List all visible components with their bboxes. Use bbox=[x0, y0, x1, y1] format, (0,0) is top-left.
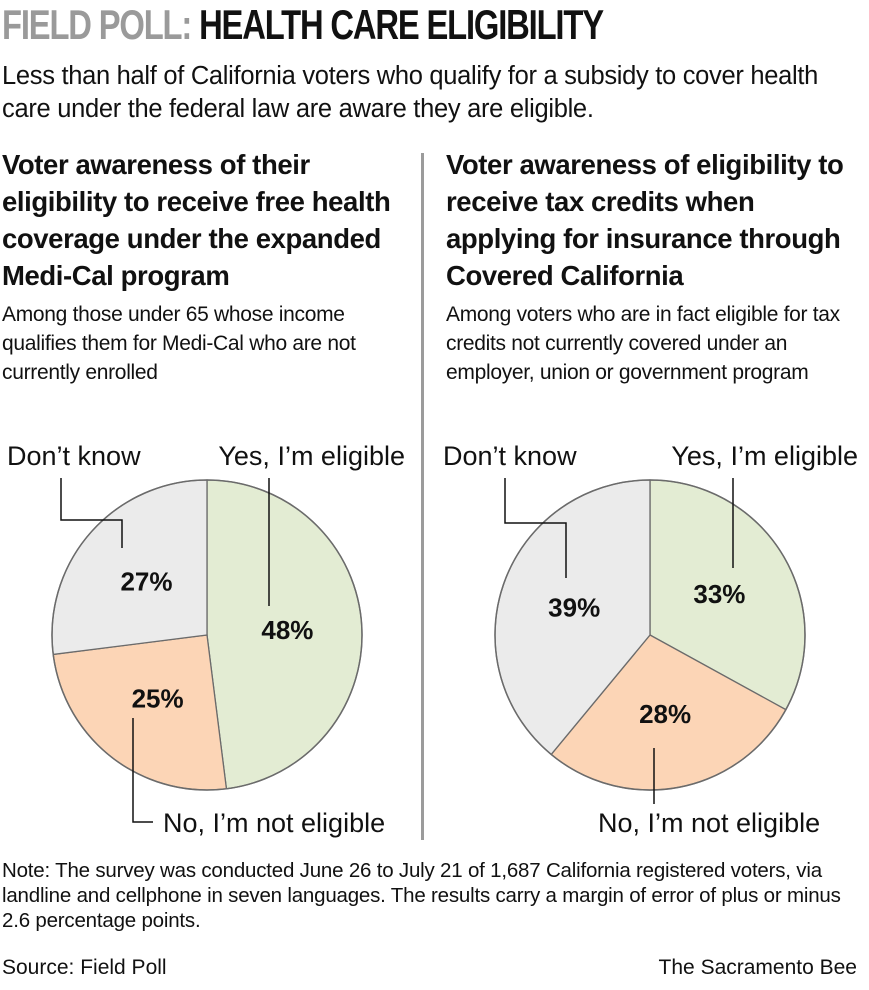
footnote: Note: The survey was conducted June 26 t… bbox=[2, 859, 841, 932]
leader-line-dont-know bbox=[504, 478, 567, 578]
covered-california-panel: Voter awareness of eligibility to receiv… bbox=[446, 146, 866, 387]
slice-label-no: 25% bbox=[132, 684, 184, 714]
category-label-dont-know: Don’t know bbox=[443, 441, 577, 471]
publisher-credit: The Sacramento Bee bbox=[658, 956, 857, 979]
pie-outline bbox=[51, 479, 363, 791]
pie-outline bbox=[494, 479, 806, 791]
slice-label-dont-know: 39% bbox=[548, 593, 600, 623]
slice-label-yes: 33% bbox=[693, 579, 745, 609]
title-kicker: FIELD POLL: bbox=[2, 1, 192, 48]
slice-label-no: 28% bbox=[639, 699, 691, 729]
category-label-no: No, I’m not eligible bbox=[598, 808, 820, 838]
page-title: FIELD POLL: HEALTH CARE ELIGIBILITY bbox=[2, 0, 604, 50]
title-headline: HEALTH CARE ELIGIBILITY bbox=[199, 1, 604, 48]
medi-cal-pie: 48% 25% 27% Yes, I’m eligible No, I’m no… bbox=[7, 441, 405, 838]
medi-cal-panel-note: Among those under 65 whose income qualif… bbox=[2, 303, 356, 384]
category-label-dont-know: Don’t know bbox=[7, 441, 141, 471]
slice-label-yes: 48% bbox=[261, 615, 313, 645]
leader-line-dont-know bbox=[60, 478, 123, 548]
covered-california-panel-title: Voter awareness of eligibility to receiv… bbox=[446, 149, 844, 291]
slice-label-dont-know: 27% bbox=[120, 567, 172, 597]
medi-cal-panel: Voter awareness of their eligibility to … bbox=[2, 146, 422, 387]
category-label-yes: Yes, I’m eligible bbox=[218, 441, 405, 471]
medi-cal-panel-title: Voter awareness of their eligibility to … bbox=[2, 149, 391, 291]
category-label-no: No, I’m not eligible bbox=[163, 808, 385, 838]
source-line: Source: Field Poll bbox=[2, 956, 167, 979]
category-label-yes: Yes, I’m eligible bbox=[671, 441, 858, 471]
covered-california-panel-note: Among voters who are in fact eligible fo… bbox=[446, 303, 840, 384]
covered-california-pie: 33% 28% 39% Yes, I’m eligible No, I’m no… bbox=[443, 441, 858, 838]
panel-divider bbox=[421, 153, 424, 840]
leader-line-no bbox=[132, 718, 153, 823]
chart-subtitle: Less than half of California voters who … bbox=[2, 62, 819, 123]
